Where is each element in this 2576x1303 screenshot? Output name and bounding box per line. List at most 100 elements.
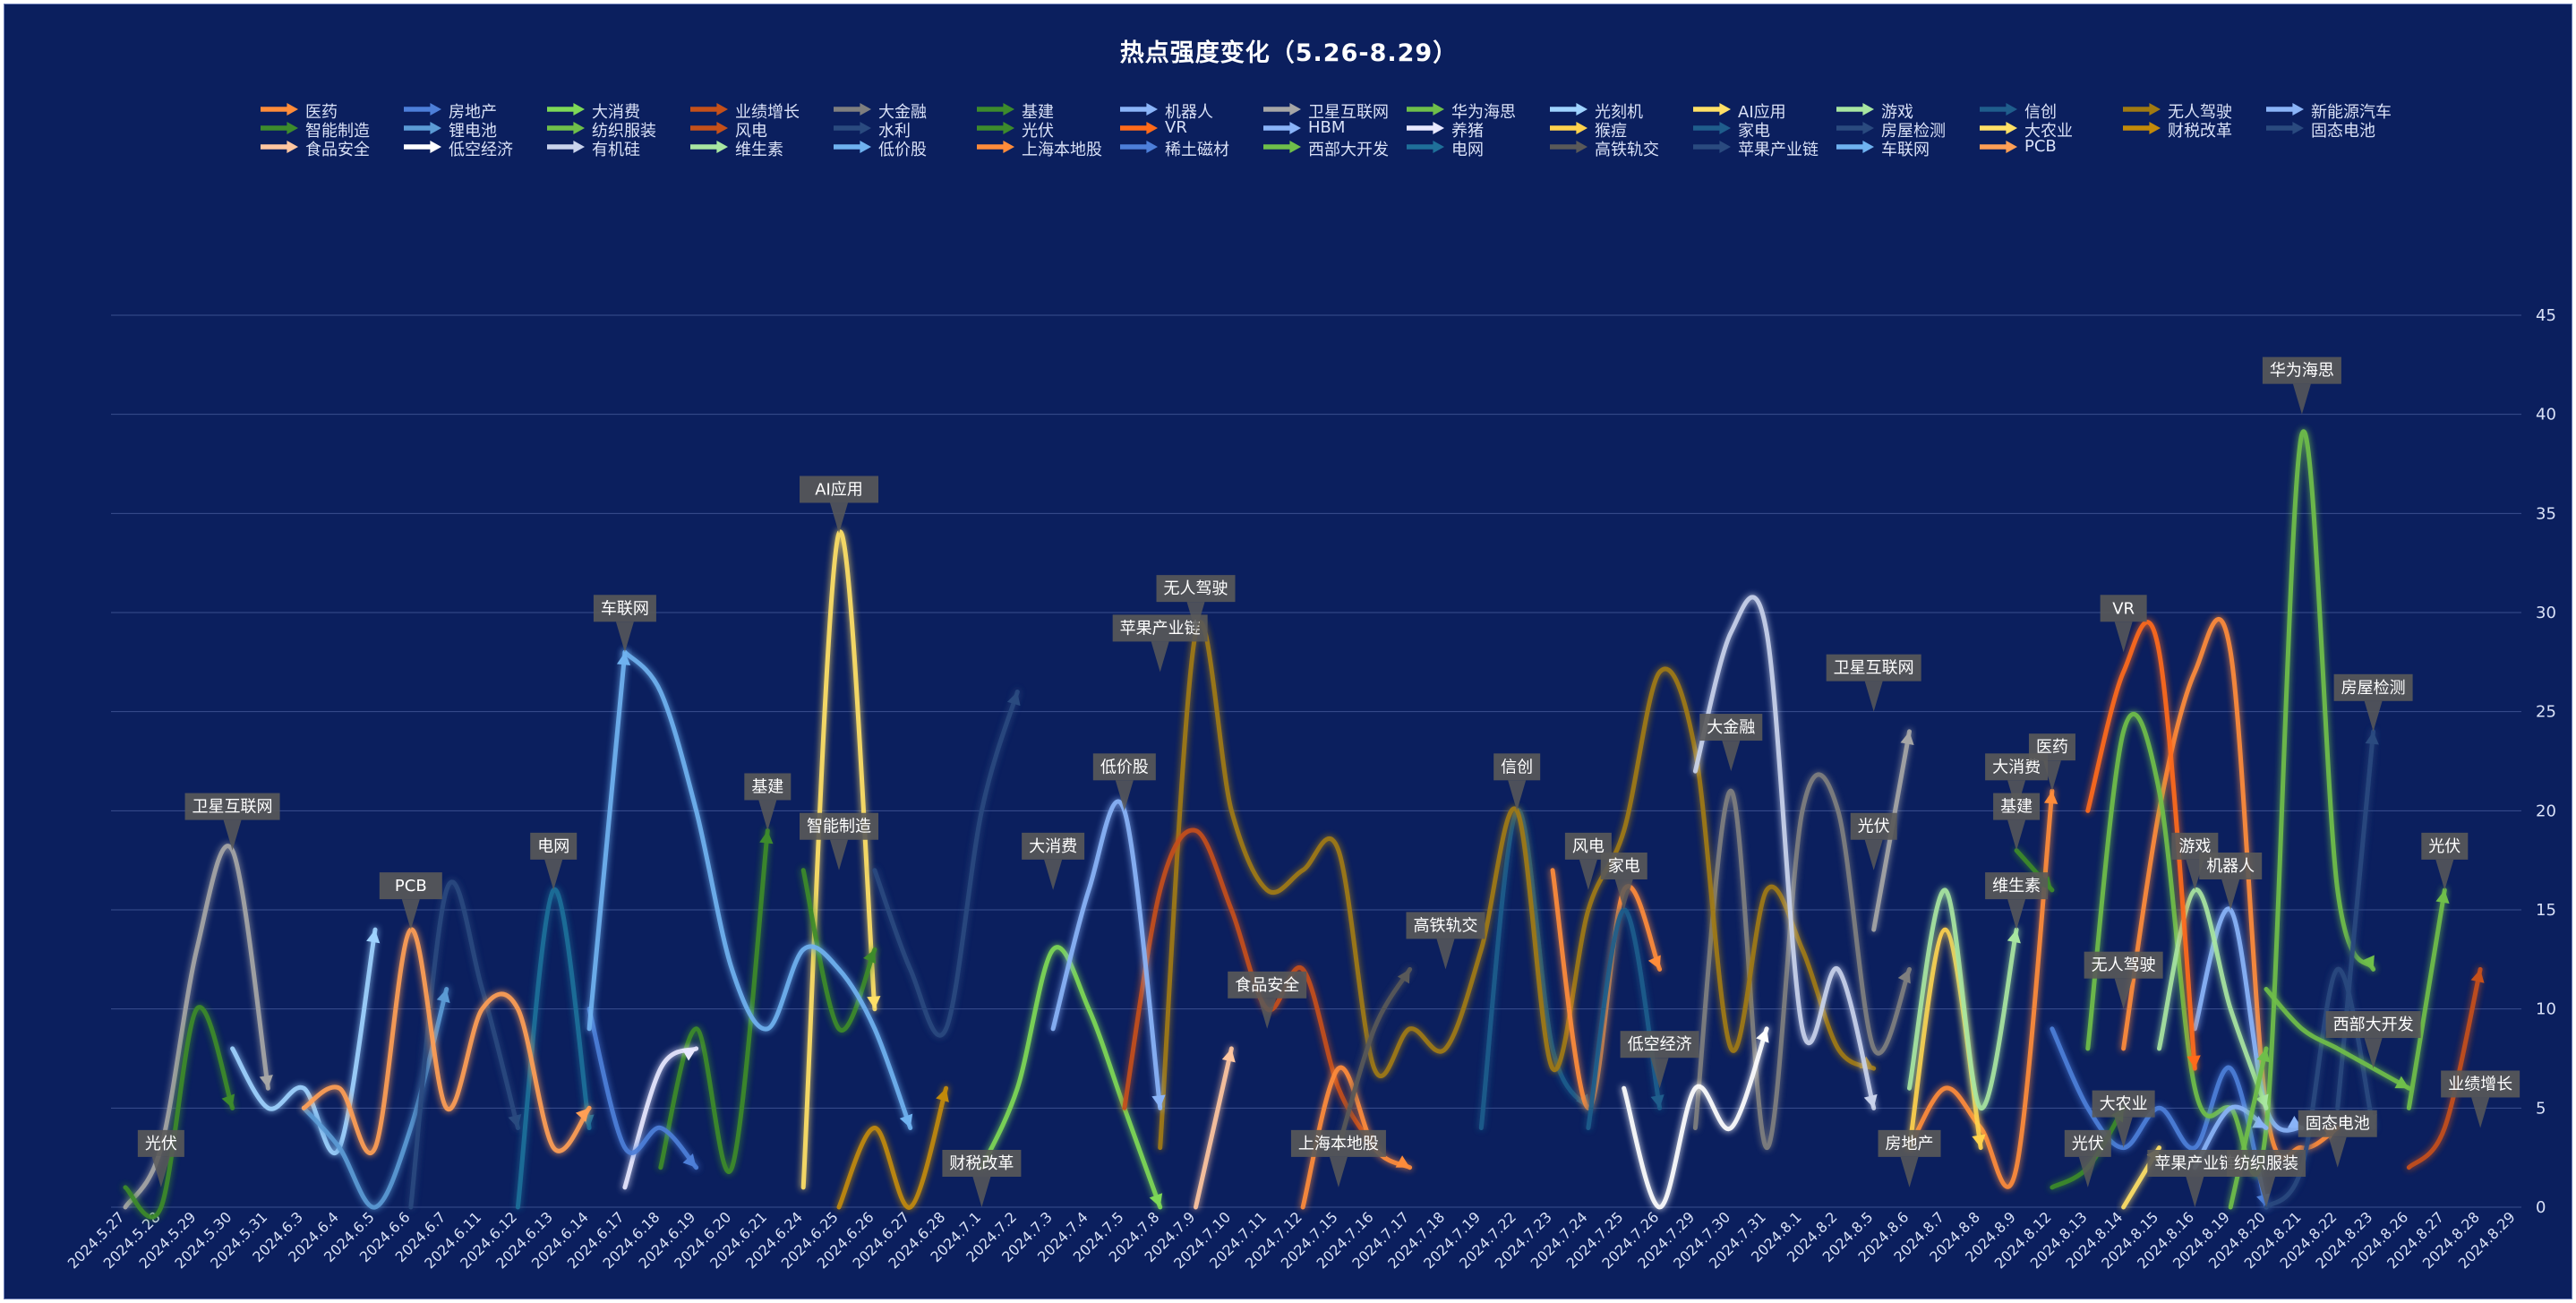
- annotation-callout: 低空经济: [1620, 1031, 1699, 1089]
- series-line: [1907, 788, 2055, 1189]
- y-tick-label: 15: [2536, 901, 2556, 920]
- series-line: [836, 1085, 949, 1210]
- legend-label: 水利: [878, 122, 911, 141]
- annotation-label: 房屋检测: [2341, 679, 2406, 698]
- annotation-callout: 业绩增长: [2441, 1070, 2520, 1128]
- legend-label: AI应用: [1738, 103, 1786, 122]
- series-line: [230, 927, 378, 1155]
- legend-label: 业绩增长: [735, 103, 800, 122]
- series-line: [1336, 966, 1413, 1151]
- annotation-label: 光伏: [145, 1135, 177, 1153]
- legend-label: 卫星互联网: [1308, 103, 1389, 122]
- series-line: [2050, 1026, 2269, 1210]
- legend-label: 固态电池: [2311, 122, 2375, 141]
- annotation-label: 卫星互联网: [193, 798, 273, 817]
- annotation-label: 光伏: [2428, 837, 2460, 856]
- series-arrowhead: [508, 1113, 522, 1128]
- series-arrowhead: [2043, 791, 2058, 804]
- annotation-callout: 维生素: [1985, 872, 2049, 930]
- annotation-callout: VR: [2100, 595, 2147, 653]
- series-arrowhead: [2365, 731, 2379, 745]
- series-line: [1622, 1026, 1769, 1210]
- series-line: [408, 879, 520, 1210]
- y-tick-label: 10: [2536, 1000, 2556, 1019]
- series-line: [2335, 729, 2376, 1110]
- annotation-label: 华为海思: [2270, 362, 2334, 381]
- series-arrowhead: [899, 1113, 913, 1128]
- series-arrowhead: [867, 996, 881, 1009]
- legend-label: 大金融: [878, 103, 927, 122]
- y-tick-label: 20: [2536, 802, 2556, 820]
- series-arrowhead: [1650, 1094, 1665, 1109]
- series-line: [658, 828, 770, 1174]
- annotation-callout: 西部大开发: [2325, 1011, 2421, 1069]
- y-tick-label: 5: [2536, 1099, 2546, 1118]
- annotation-callout: 卫星互联网: [1826, 654, 1921, 712]
- y-tick-label: 25: [2536, 703, 2556, 722]
- annotation-label: 低价股: [1100, 758, 1149, 776]
- series-arrowhead: [2007, 930, 2021, 944]
- annotation-label: 光伏: [2072, 1135, 2104, 1153]
- legend-label: 机器人: [1165, 103, 1213, 122]
- annotation-callout: 财税改革: [942, 1150, 1022, 1207]
- series-line: [1550, 868, 1663, 1110]
- series-arrowhead: [681, 1048, 697, 1061]
- annotation-label: 无人驾驶: [1164, 579, 1228, 598]
- series-line: [622, 649, 913, 1130]
- series-arrowhead: [936, 1088, 949, 1102]
- annotation-label: 固态电池: [2306, 1115, 2370, 1134]
- series-arrowhead: [2255, 1093, 2269, 1109]
- series-arrowhead: [1395, 1155, 1410, 1168]
- annotation-callout: 大金融: [1699, 714, 1763, 772]
- series-arrowhead: [221, 1093, 235, 1109]
- series-arrowhead: [436, 989, 450, 1004]
- annotation-label: AI应用: [815, 480, 863, 499]
- legend-label: PCB: [2024, 137, 2057, 156]
- annotation-label: 风电: [1572, 837, 1605, 856]
- series-line: [515, 887, 592, 1210]
- annotation-callout: PCB: [379, 872, 442, 930]
- annotation-label: 纺织服装: [2234, 1154, 2298, 1173]
- annotation-label: 苹果产业链: [1120, 619, 1201, 638]
- series-line: [123, 1005, 235, 1220]
- annotation-callout: 光伏: [137, 1129, 184, 1187]
- y-tick-label: 0: [2536, 1198, 2546, 1217]
- series-arrowhead: [1863, 1093, 1878, 1109]
- series-line: [2192, 906, 2305, 1133]
- series-line: [586, 649, 628, 1032]
- series-line: [1122, 827, 1377, 1151]
- annotation-callout: 纺织服装: [2227, 1150, 2306, 1207]
- annotation-callout: 智能制造: [800, 812, 879, 870]
- legend-label: 光刻机: [1595, 103, 1643, 122]
- legend-label: 苹果产业链: [1738, 141, 1819, 159]
- annotation-label: 维生素: [1992, 877, 2041, 896]
- annotation-label: 游戏: [2178, 837, 2211, 856]
- annotation-callout: 机器人: [2199, 853, 2263, 910]
- legend-label: 高铁轨交: [1595, 141, 1659, 159]
- series-line: [301, 927, 592, 1155]
- series-line: [872, 690, 1020, 1038]
- annotation-label: 大消费: [1029, 837, 1077, 856]
- series-arrowhead: [1397, 969, 1410, 984]
- series-line: [2157, 887, 2269, 1110]
- series-line: [1050, 799, 1163, 1110]
- annotation-label: 低空经济: [1628, 1035, 1692, 1054]
- annotation-label: 卫星互联网: [1834, 659, 1914, 678]
- y-tick-label: 45: [2536, 306, 2556, 325]
- annotation-callout: 医药: [2028, 733, 2075, 792]
- annotation-label: 基建: [2000, 798, 2033, 817]
- annotation-label: 电网: [537, 837, 569, 856]
- legend-label: 上海本地股: [1022, 141, 1102, 159]
- annotation-callout: 基建: [1993, 793, 2041, 851]
- series-arrowhead: [1972, 1134, 1986, 1148]
- series-line: [800, 868, 877, 1033]
- series-line: [1692, 772, 1912, 1151]
- series-line: [2085, 620, 2197, 1071]
- annotation-label: 大金融: [1707, 718, 1755, 737]
- legend-label: 智能制造: [305, 122, 370, 141]
- series-arrowhead: [1897, 969, 1911, 984]
- series-arrowhead: [2394, 1076, 2409, 1089]
- series-arrowhead: [2361, 955, 2375, 970]
- annotation-label: 房地产: [1886, 1135, 1934, 1153]
